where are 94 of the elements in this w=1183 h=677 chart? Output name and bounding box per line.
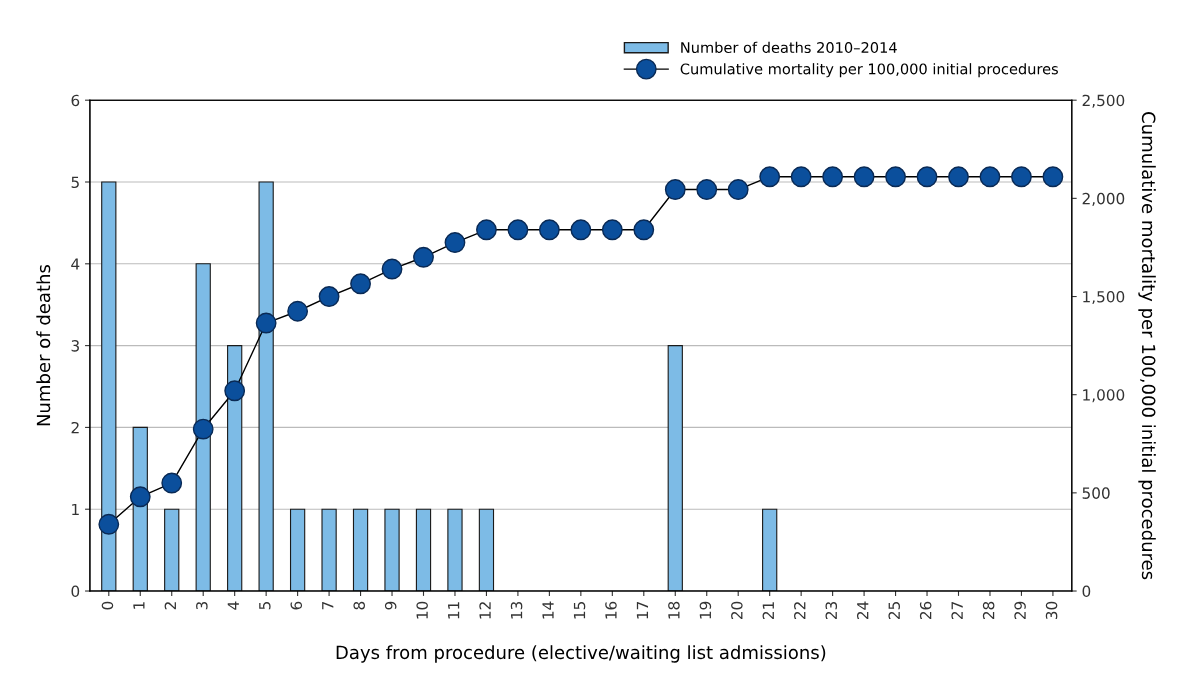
bar xyxy=(447,508,463,592)
point xyxy=(381,258,403,280)
y2-tick-label: 0 xyxy=(1082,585,1091,598)
point xyxy=(507,219,529,241)
legend-label: Cumulative mortality per 100,000 initial procedures xyxy=(680,63,1058,78)
x-tick-label: 26 xyxy=(919,601,932,620)
x-tick-label: 20 xyxy=(731,601,743,620)
x-tick-label: 6 xyxy=(290,601,303,610)
x-tick-label: 28 xyxy=(982,601,995,620)
bar xyxy=(289,508,306,592)
x-tick-label: 1 xyxy=(133,602,145,609)
y2-tick-label: 1,500 xyxy=(1083,290,1125,305)
x-tick-label: 9 xyxy=(384,601,397,610)
point xyxy=(255,312,277,334)
x-tick-label: 23 xyxy=(825,601,838,620)
point xyxy=(853,166,875,188)
point xyxy=(192,418,214,440)
bar xyxy=(415,508,432,592)
x-tick-label: 19 xyxy=(699,601,712,619)
y2-tick-label: 2,500 xyxy=(1082,94,1125,108)
point xyxy=(790,166,812,188)
x-tick-label: 17 xyxy=(636,602,649,619)
point xyxy=(601,219,623,241)
point xyxy=(885,166,906,188)
x-tick-label: 12 xyxy=(479,602,491,619)
x-tick-label: 8 xyxy=(353,601,365,610)
x-tick-label: 13 xyxy=(510,601,523,619)
bar xyxy=(101,181,117,592)
y-tick-label: 2 xyxy=(71,421,79,434)
bar xyxy=(258,181,274,592)
point xyxy=(916,166,938,188)
x-tick-label: 2 xyxy=(164,602,176,610)
bar xyxy=(164,508,180,592)
x-tick-label: 22 xyxy=(794,602,806,620)
point xyxy=(948,166,969,188)
y-axis-title: Number of deaths xyxy=(36,265,51,426)
x-tick-label: 25 xyxy=(888,602,900,620)
point xyxy=(318,286,340,307)
point xyxy=(1011,166,1032,188)
y2-tick-label: 500 xyxy=(1082,487,1110,499)
point xyxy=(350,273,371,295)
x-tick-label: 21 xyxy=(762,602,774,620)
bar xyxy=(195,263,211,592)
point xyxy=(98,513,120,535)
point xyxy=(1042,166,1064,188)
bar xyxy=(321,508,337,592)
y-tick-label: 3 xyxy=(71,340,79,352)
x-tick-label: 14 xyxy=(542,601,554,619)
bar xyxy=(667,345,683,592)
y-tick-label: 6 xyxy=(71,94,80,107)
bar xyxy=(478,508,495,592)
point xyxy=(129,486,151,508)
point xyxy=(633,219,655,241)
point xyxy=(413,246,434,268)
x-tick-label: 0 xyxy=(101,601,114,610)
x-tick-label: 29 xyxy=(1014,601,1026,620)
bar xyxy=(384,508,400,592)
point xyxy=(538,219,560,241)
x-tick-label: 4 xyxy=(227,601,239,610)
point xyxy=(696,179,718,200)
x-tick-label: 30 xyxy=(1045,601,1058,620)
point xyxy=(759,166,781,188)
bar xyxy=(227,345,243,592)
x-tick-label: 11 xyxy=(448,602,460,619)
point xyxy=(161,472,183,494)
y2-axis-title: Cumulative mortality per 100,000 initial procedures xyxy=(1138,112,1156,580)
point xyxy=(664,179,686,200)
x-tick-label: 27 xyxy=(951,602,963,620)
point xyxy=(224,380,246,402)
y-tick-label: 0 xyxy=(71,585,80,598)
x-tick-label: 5 xyxy=(259,602,271,610)
x-tick-label: 24 xyxy=(856,601,869,620)
bar xyxy=(762,508,778,592)
y2-tick-label: 2,000 xyxy=(1082,192,1125,206)
y-tick-label: 1 xyxy=(72,503,79,516)
point xyxy=(287,300,309,322)
y-tick-label: 5 xyxy=(71,176,79,189)
point xyxy=(822,166,844,188)
point xyxy=(570,219,592,241)
x-tick-label: 18 xyxy=(668,601,680,619)
x-tick-label: 10 xyxy=(416,601,428,619)
x-tick-label: 3 xyxy=(196,601,208,610)
y2-tick-label: 1,000 xyxy=(1083,389,1125,403)
legend-label: Number of deaths 2010–2014 xyxy=(681,41,897,54)
x-tick-label: 7 xyxy=(322,602,334,610)
point xyxy=(979,166,1001,188)
x-axis-title: Days from procedure (elective/waiting list admissions) xyxy=(336,645,826,663)
point xyxy=(727,179,749,200)
point xyxy=(476,219,497,241)
bar xyxy=(352,508,369,592)
point xyxy=(444,232,466,253)
x-tick-label: 15 xyxy=(573,602,586,619)
x-tick-label: 16 xyxy=(605,601,617,619)
y-tick-label: 4 xyxy=(71,258,80,270)
